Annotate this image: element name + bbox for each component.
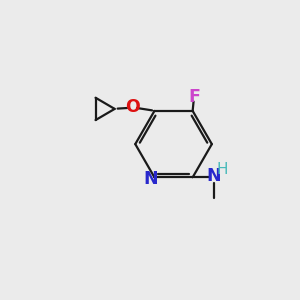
Text: H: H [217, 161, 229, 176]
Text: O: O [125, 98, 140, 116]
Text: F: F [188, 88, 200, 106]
Text: N: N [143, 170, 158, 188]
Text: N: N [207, 167, 221, 185]
